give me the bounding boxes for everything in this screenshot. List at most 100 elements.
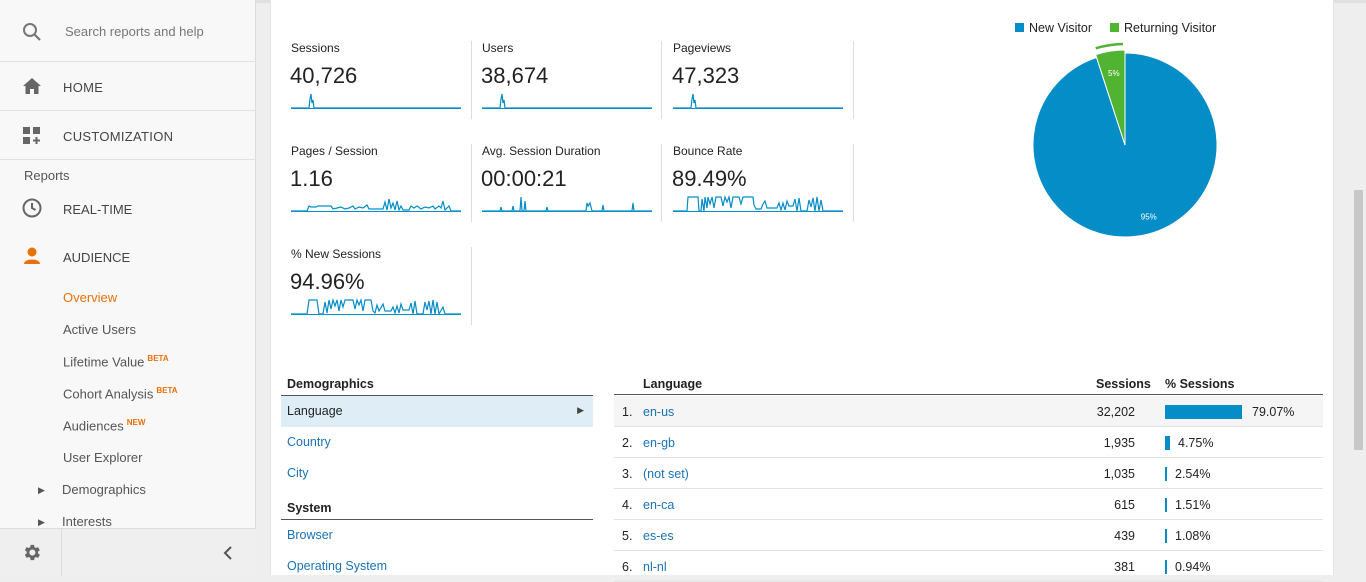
row-index: 1. (622, 405, 633, 419)
legend-new-visitor[interactable]: New Visitor (1015, 21, 1092, 35)
nav-home-label: HOME (63, 80, 104, 95)
divider (471, 144, 472, 222)
metric-bounce-rate[interactable]: Bounce Rate 89.49% (663, 144, 843, 226)
nav-overview[interactable]: Overview (63, 290, 117, 305)
demographics-item-language[interactable]: Language ▶ (281, 396, 593, 427)
table-row: 6. nl-nl 381 0.94% (614, 551, 1323, 582)
metric-value: 47,323 (672, 63, 740, 88)
nav-home[interactable]: HOME (0, 62, 256, 111)
column-header-sessions[interactable]: Sessions (1096, 377, 1151, 391)
sparkline (291, 93, 461, 109)
metric-label: Avg. Session Duration (482, 144, 601, 158)
metric-new-sessions[interactable]: % New Sessions 94.96% (281, 247, 461, 329)
legend-swatch (1015, 23, 1024, 32)
row-index: 5. (622, 529, 633, 543)
system-item-operating-system[interactable]: Operating System (281, 551, 593, 582)
reports-header: Reports (24, 168, 70, 183)
new-badge: NEW (126, 418, 146, 427)
legend-label: New Visitor (1029, 21, 1092, 35)
language-link[interactable]: en-us (643, 405, 675, 419)
pie-label: 5% (1108, 69, 1120, 78)
share-value: 1.51% (1175, 498, 1211, 512)
nav-user-explorer-label: User Explorer (63, 450, 143, 465)
nav-lifetime-value[interactable]: Lifetime Value BETA (63, 354, 169, 369)
nav-overview-label: Overview (63, 290, 118, 305)
beta-badge: BETA (147, 354, 169, 363)
share-value: 1.08% (1175, 529, 1211, 543)
expand-arrow-icon[interactable]: ▶ (38, 517, 45, 527)
table-row: 1. en-us 32,202 79.07% (614, 396, 1323, 427)
legend-returning-visitor[interactable]: Returning Visitor (1110, 21, 1216, 35)
nav-cohort-analysis[interactable]: Cohort Analysis BETA (63, 386, 178, 401)
language-link[interactable]: es-es (643, 529, 674, 543)
sessions-value: 32,202 (1096, 405, 1135, 419)
system-header: System (287, 501, 332, 515)
system-item-label: Operating System (287, 559, 388, 573)
share-bar (1165, 498, 1167, 512)
person-icon (24, 247, 40, 264)
divider (661, 41, 662, 119)
share-bar (1165, 560, 1167, 574)
nav-customization[interactable]: CUSTOMIZATION (0, 111, 256, 160)
pie-slice-returning-visitor[interactable] (1095, 49, 1126, 146)
column-header-language[interactable]: Language (643, 377, 703, 391)
sparkline (673, 194, 843, 212)
sessions-value: 381 (1114, 560, 1135, 574)
dashboard-plus-icon (23, 127, 40, 144)
divider (471, 247, 472, 325)
clock-icon (22, 198, 42, 218)
table-row: 3. (not set) 1,035 2.54% (614, 458, 1323, 489)
demographics-item-city[interactable]: City (281, 458, 593, 489)
demographics-item-country[interactable]: Country (281, 427, 593, 458)
share-bar (1165, 436, 1170, 450)
metric-users[interactable]: Users 38,674 (472, 41, 652, 123)
sparkline (673, 93, 843, 109)
settings-button[interactable] (0, 529, 62, 576)
metric-label: % New Sessions (291, 247, 382, 261)
nav-audiences[interactable]: Audiences NEW (63, 418, 145, 433)
language-link[interactable]: en-gb (643, 436, 675, 450)
metric-pages-per-session[interactable]: Pages / Session 1.16 (281, 144, 461, 226)
divider (853, 41, 854, 119)
scrollbar[interactable] (1354, 190, 1363, 450)
nav-user-explorer[interactable]: User Explorer (63, 450, 142, 465)
divider (853, 144, 854, 222)
gear-icon (24, 544, 40, 561)
expand-arrow-icon[interactable]: ▶ (38, 485, 45, 495)
column-header-pct-sessions[interactable]: % Sessions (1165, 377, 1235, 391)
metric-label: Bounce Rate (673, 144, 743, 158)
metric-sessions[interactable]: Sessions 40,726 (281, 41, 461, 123)
language-link[interactable]: en-ca (643, 498, 675, 512)
demographics-item-label: City (287, 466, 309, 480)
share-bar (1165, 529, 1167, 543)
metric-value: 89.49% (672, 166, 747, 191)
metric-value: 38,674 (481, 63, 549, 88)
share-bar (1165, 467, 1167, 481)
sessions-value: 615 (1114, 498, 1135, 512)
nav-active-users[interactable]: Active Users (63, 322, 136, 337)
nav-audiences-label: Audiences (63, 418, 124, 434)
metric-label: Pages / Session (291, 144, 378, 158)
system-item-browser[interactable]: Browser (281, 520, 593, 551)
legend-label: Returning Visitor (1124, 21, 1217, 35)
metric-avg-session-duration[interactable]: Avg. Session Duration 00:00:21 (472, 144, 652, 226)
nav-demographics[interactable]: Demographics (62, 482, 146, 497)
search-bar[interactable]: Search reports and help (0, 0, 256, 62)
sparkline (482, 93, 652, 109)
metric-value: 40,726 (290, 63, 358, 88)
nav-customization-label: CUSTOMIZATION (63, 129, 174, 144)
language-link[interactable]: (not set) (643, 467, 689, 481)
sessions-value: 439 (1114, 529, 1135, 543)
metric-pageviews[interactable]: Pageviews 47,323 (663, 41, 843, 123)
nav-realtime[interactable]: REAL-TIME (0, 188, 256, 232)
nav-audience[interactable]: AUDIENCE (0, 236, 256, 280)
table-row: 5. es-es 439 1.08% (614, 520, 1323, 551)
home-icon (23, 78, 41, 94)
search-input[interactable]: Search reports and help (65, 24, 204, 39)
collapse-chevron-icon[interactable] (222, 546, 234, 560)
language-link[interactable]: nl-nl (643, 560, 667, 574)
divider (614, 394, 1323, 395)
divider (661, 144, 662, 222)
sparkline (291, 297, 461, 315)
nav-interests[interactable]: Interests (62, 514, 112, 529)
